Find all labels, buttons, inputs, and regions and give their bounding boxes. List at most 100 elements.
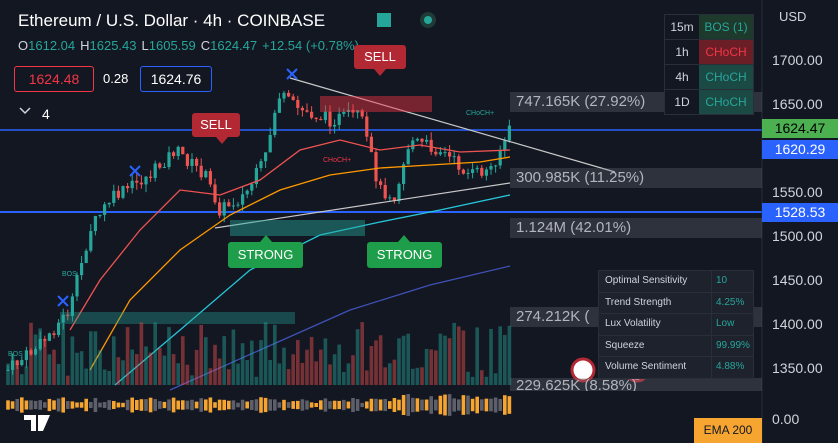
candle-body xyxy=(443,152,447,154)
volume-bar xyxy=(346,363,351,385)
volume-bar xyxy=(15,364,19,385)
bos-label: BOS xyxy=(62,271,77,278)
volume-bar xyxy=(263,322,268,385)
osc-bar xyxy=(20,397,24,413)
osc-bar xyxy=(392,398,397,412)
volume-bar xyxy=(305,349,309,385)
indicator-count[interactable]: 4 xyxy=(42,106,50,122)
info-row: Squeeze 99.99% xyxy=(599,334,753,356)
price-tick: 1700.00 xyxy=(772,52,823,68)
info-value: 4.88% xyxy=(711,357,753,378)
volume-bar xyxy=(309,336,314,385)
candle-body xyxy=(66,314,70,317)
cross-mark xyxy=(57,295,69,307)
candles xyxy=(6,90,511,375)
candle-body xyxy=(425,139,429,142)
volume-bar xyxy=(190,375,194,385)
trendline xyxy=(214,182,511,229)
price-tick: 1450.00 xyxy=(772,272,823,288)
volume-bar xyxy=(360,322,364,385)
osc-bar xyxy=(102,402,107,408)
volume-bar xyxy=(84,368,88,385)
candle-body xyxy=(323,111,327,121)
candle-body xyxy=(84,250,88,263)
info-value: 10 xyxy=(711,271,753,292)
volume-bar xyxy=(457,326,461,385)
candle-body xyxy=(236,204,240,206)
volume-bar xyxy=(493,373,498,385)
osc-bar xyxy=(227,400,231,410)
volume-bar xyxy=(406,333,410,385)
volume-bar xyxy=(429,349,433,385)
volume-bar xyxy=(89,331,93,385)
candle-body xyxy=(199,165,203,178)
volume-bar xyxy=(29,322,33,385)
sell-price[interactable]: 1624.48 xyxy=(14,66,94,92)
price-tick: 1550.00 xyxy=(772,184,823,200)
osc-bar xyxy=(217,399,222,411)
volume-bar xyxy=(282,347,286,385)
candle-body xyxy=(438,152,442,155)
cross-mark xyxy=(129,165,141,177)
timeframe: 1h xyxy=(675,45,689,59)
volume-bar xyxy=(337,344,341,385)
volume-bar xyxy=(167,327,171,385)
currency[interactable]: USD xyxy=(779,9,807,24)
osc-bar xyxy=(259,397,263,413)
candle-body xyxy=(231,205,235,207)
volume-bar xyxy=(351,355,355,385)
osc-bar xyxy=(167,399,171,411)
osc-bar xyxy=(153,399,157,411)
osc-bar xyxy=(70,401,75,409)
candle-body xyxy=(466,172,470,174)
candle-body xyxy=(365,116,369,137)
volume-bar xyxy=(236,363,240,385)
osc-bar xyxy=(351,397,355,413)
volume-bar xyxy=(388,363,392,385)
vp-label: 229.625K (8.58%) xyxy=(510,378,762,391)
price-tick: 1650.00 xyxy=(772,96,823,112)
table-row: 4h CHoCH xyxy=(665,64,753,89)
signal: CHoCH xyxy=(699,40,753,64)
volume-bar xyxy=(121,360,125,385)
spread: 0.28 xyxy=(103,71,129,86)
candle-body xyxy=(314,117,318,119)
osc-bar xyxy=(250,400,254,410)
volume-bar xyxy=(47,354,52,385)
candle-body xyxy=(268,134,272,153)
signal: BOS (1) xyxy=(699,15,753,39)
candle-body xyxy=(43,338,47,341)
candle-body xyxy=(406,149,410,165)
strong-pointer xyxy=(398,235,410,242)
osc-bar xyxy=(24,400,29,410)
candle-body xyxy=(305,110,309,112)
volume-bar xyxy=(107,371,111,385)
volume-bar xyxy=(208,368,213,385)
sell-label: SELL xyxy=(192,113,240,137)
candle-body xyxy=(351,109,355,113)
candle-body xyxy=(328,111,332,127)
osc-bar xyxy=(378,399,383,411)
price-tick: 1350.00 xyxy=(772,360,823,376)
candle-body xyxy=(222,202,226,216)
candle-body xyxy=(494,165,498,167)
choch-label: CHoCH+ xyxy=(323,157,352,164)
osc-bar xyxy=(328,401,332,409)
osc-bar xyxy=(139,399,144,411)
volume-bar xyxy=(452,322,456,385)
volume-bar xyxy=(291,354,295,385)
candle-body xyxy=(93,216,97,232)
candle-body xyxy=(213,184,217,203)
volume-bar xyxy=(415,367,420,385)
ohlc-key: O xyxy=(18,38,29,53)
osc-bar xyxy=(56,398,61,412)
osc-bar xyxy=(314,402,318,408)
osc-bar xyxy=(319,400,323,410)
volume-bar xyxy=(323,338,328,385)
info-panel: Optimal Sensitivity 10 Trend Strength 4.25%… xyxy=(598,270,754,379)
volume-bars xyxy=(6,322,512,385)
volume-bar xyxy=(314,361,318,385)
candle-body xyxy=(374,152,378,182)
candle-body xyxy=(277,98,281,113)
buy-price[interactable]: 1624.76 xyxy=(140,66,212,92)
